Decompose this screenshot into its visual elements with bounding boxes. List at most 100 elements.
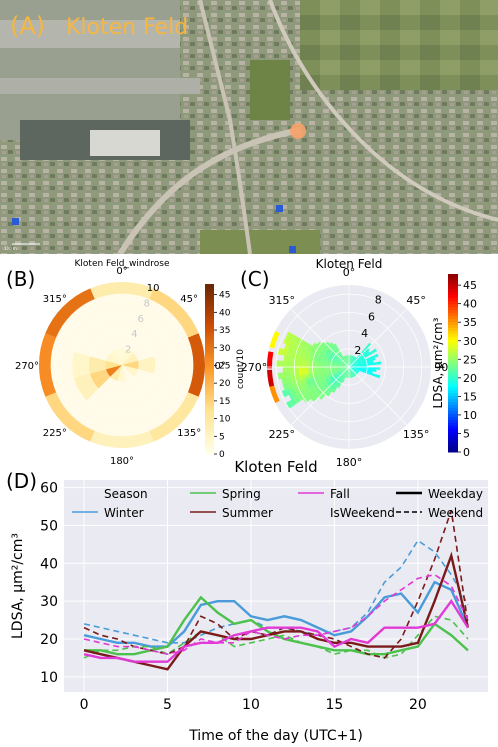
windrose-colorbar-step <box>205 303 214 308</box>
windrose-colorbar-step <box>205 448 214 452</box>
windrose-colorbar-step <box>205 295 214 299</box>
windrose-cell-6 <box>110 365 122 382</box>
windrose-angle-label-2: 90° <box>208 361 226 372</box>
windrose-colorbar-step <box>205 340 214 344</box>
windrose-colorbar-step <box>205 374 214 378</box>
panel-b-tag: (B) <box>6 267 35 291</box>
windrose-colorbar-step <box>205 371 214 376</box>
windrose-colorbar-step <box>205 420 214 424</box>
windrose-cell-0 <box>117 348 127 365</box>
windrose-colorbar-label-0: 0 <box>219 450 225 460</box>
windrose-angle-label-0: 0° <box>116 266 127 277</box>
windrose-angle-label-6: 270° <box>15 361 39 372</box>
windrose-colorbar-step <box>205 405 214 410</box>
windrose-cell-10 <box>110 348 122 365</box>
windrose-cell-16 <box>90 282 154 300</box>
windrose-colorbar-label-7: 35 <box>219 326 230 336</box>
windrose-colorbar-step <box>205 335 214 339</box>
windrose-colorbar-step <box>205 309 214 313</box>
windrose-angle-label-1: 45° <box>180 294 198 305</box>
windrose-colorbar-step <box>205 363 214 367</box>
windrose-colorbar-step <box>205 388 214 393</box>
windrose-cell-2 <box>122 353 139 365</box>
windrose-colorbar-step <box>205 357 214 361</box>
windrose-title: Kloten Feld_windrose <box>75 259 170 269</box>
windrose-cell-1 <box>122 348 134 365</box>
windrose-colorbar-step <box>205 346 214 350</box>
windrose-colorbar-step <box>205 312 214 316</box>
windrose-cell-12 <box>88 356 106 374</box>
windrose-radial-label-0: 2 <box>125 345 131 356</box>
windrose-colorbar-step <box>205 369 214 373</box>
windrose-angle-labels: 0° 45° 90° 135° 180° 225° 270° 315° <box>15 266 226 467</box>
windrose-colorbar-label-3: 15 <box>219 397 230 407</box>
windrose-cell-19 <box>149 392 199 442</box>
windrose-colorbar-step <box>205 431 214 435</box>
windrose-colorbar-step <box>205 397 214 401</box>
windrose-cell-3 <box>122 360 139 370</box>
windrose-colorbar-label-5: 25 <box>219 361 230 371</box>
windrose-colorbar-step <box>205 380 214 384</box>
windrose-colorbar-step <box>205 323 214 327</box>
windrose-angle-label-4: 180° <box>110 456 134 467</box>
satellite-map: 100 m (A) Kloten Feld <box>0 0 498 254</box>
windrose-cell-8 <box>105 360 122 370</box>
windrose-ring-6 <box>71 314 173 416</box>
windrose-colorbar-step <box>205 422 214 427</box>
windrose-colorbar-step <box>205 349 214 353</box>
windrose-cell-13 <box>138 356 156 374</box>
windrose-cells <box>39 282 205 448</box>
windrose-angle-label-7: 315° <box>43 294 67 305</box>
windrose-colorbar-step <box>205 318 214 322</box>
windrose-radial-label-3: 8 <box>144 298 150 309</box>
windrose-colorbar-step <box>205 352 214 356</box>
windrose-colorbar-step <box>205 442 214 446</box>
windrose-colorbar-step <box>205 301 214 305</box>
windrose-colorbar-step <box>205 425 214 429</box>
windrose-colorbar-step <box>205 400 214 404</box>
windrose-colorbar-step <box>205 306 214 310</box>
windrose-cell-14 <box>73 373 99 401</box>
windrose-radial-label-1: 4 <box>131 329 137 340</box>
windrose-cell-18 <box>187 333 205 397</box>
windrose-colorbar-step <box>205 286 214 291</box>
windrose-colorbar-label-2: 10 <box>219 415 231 425</box>
windrose-colorbar-step <box>205 284 214 288</box>
windrose-cell-5 <box>117 365 127 382</box>
windrose-colorbar-step <box>205 391 214 395</box>
windrose-colorbar-step <box>205 437 214 441</box>
windrose-cell-17 <box>149 288 199 338</box>
windrose-colorbar-label-1: 5 <box>219 432 225 442</box>
windrose-colorbar-step <box>205 337 214 342</box>
windrose-colorbar-label-4: 20 <box>219 379 231 389</box>
windrose-colorbar-label-9: 45 <box>219 291 230 301</box>
windrose-angle-label-3: 135° <box>177 428 201 439</box>
windrose-colorbar-step <box>205 332 214 336</box>
windrose-colorbar-step <box>205 360 214 364</box>
windrose-colorbar-step <box>205 451 214 455</box>
windrose-colorbar: 0 5 10 15 20 25 30 35 40 45 count/10 <box>205 284 246 460</box>
windrose-colorbar-step <box>205 434 214 438</box>
windrose-colorbar-step <box>205 377 214 381</box>
windrose-angle-label-5: 225° <box>43 428 67 439</box>
measurement-site-marker <box>290 123 306 139</box>
windrose-cell-9 <box>105 353 122 365</box>
windrose-cell-21 <box>45 392 95 442</box>
windrose-cell-22 <box>39 333 57 397</box>
windrose-cell-23 <box>45 288 95 338</box>
windrose-colorbar-step <box>205 394 214 398</box>
windrose-colorbar-step <box>205 411 214 415</box>
scale-label: 100 m <box>4 246 17 251</box>
windrose-colorbar-step <box>205 403 214 407</box>
windrose-cell-15 <box>72 352 90 378</box>
windrose-cell-20 <box>90 430 154 448</box>
windrose-colorbar-step <box>205 298 214 302</box>
map-panel: 100 m (A) Kloten Feld <box>0 0 498 254</box>
windrose-colorbar-step <box>205 292 214 296</box>
windrose-colorbar-step <box>205 383 214 387</box>
windrose-colorbar-step <box>205 315 214 319</box>
windrose-colorbar-step <box>205 445 214 449</box>
windrose-cell-4 <box>122 365 139 377</box>
windrose-colorbar-title: count/10 <box>236 349 246 389</box>
